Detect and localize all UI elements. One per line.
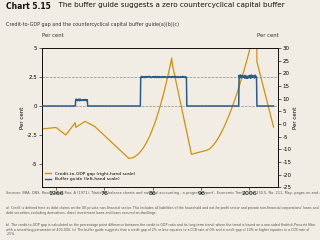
Y-axis label: Per cent: Per cent <box>20 106 25 129</box>
Text: The buffer guide suggests a zero countercyclical capital buffer: The buffer guide suggests a zero counter… <box>54 2 285 8</box>
Text: a)  Credit is defined here as debt claims on the UK private non-financial sector: a) Credit is defined here as debt claims… <box>6 206 319 215</box>
Legend: Credit-to-GDP gap (right-hand scale), Buffer guide (left-hand scale): Credit-to-GDP gap (right-hand scale), Bu… <box>44 171 136 182</box>
Text: Per cent: Per cent <box>257 33 278 38</box>
Text: b)  The credit-to-GDP gap is calculated as the percentage point difference betwe: b) The credit-to-GDP gap is calculated a… <box>6 223 316 236</box>
Text: Sources: BBA, ONS, Revell, J and Roe, A (1971), 'National balance sheets and nat: Sources: BBA, ONS, Revell, J and Roe, A … <box>6 191 320 195</box>
Text: Per cent: Per cent <box>42 33 63 38</box>
Text: Credit-to-GDP gap and the countercyclical capital buffer guide(a)(b)(c): Credit-to-GDP gap and the countercyclica… <box>6 22 180 27</box>
Y-axis label: Per cent: Per cent <box>293 106 298 129</box>
Text: Chart 5.15: Chart 5.15 <box>6 2 51 11</box>
